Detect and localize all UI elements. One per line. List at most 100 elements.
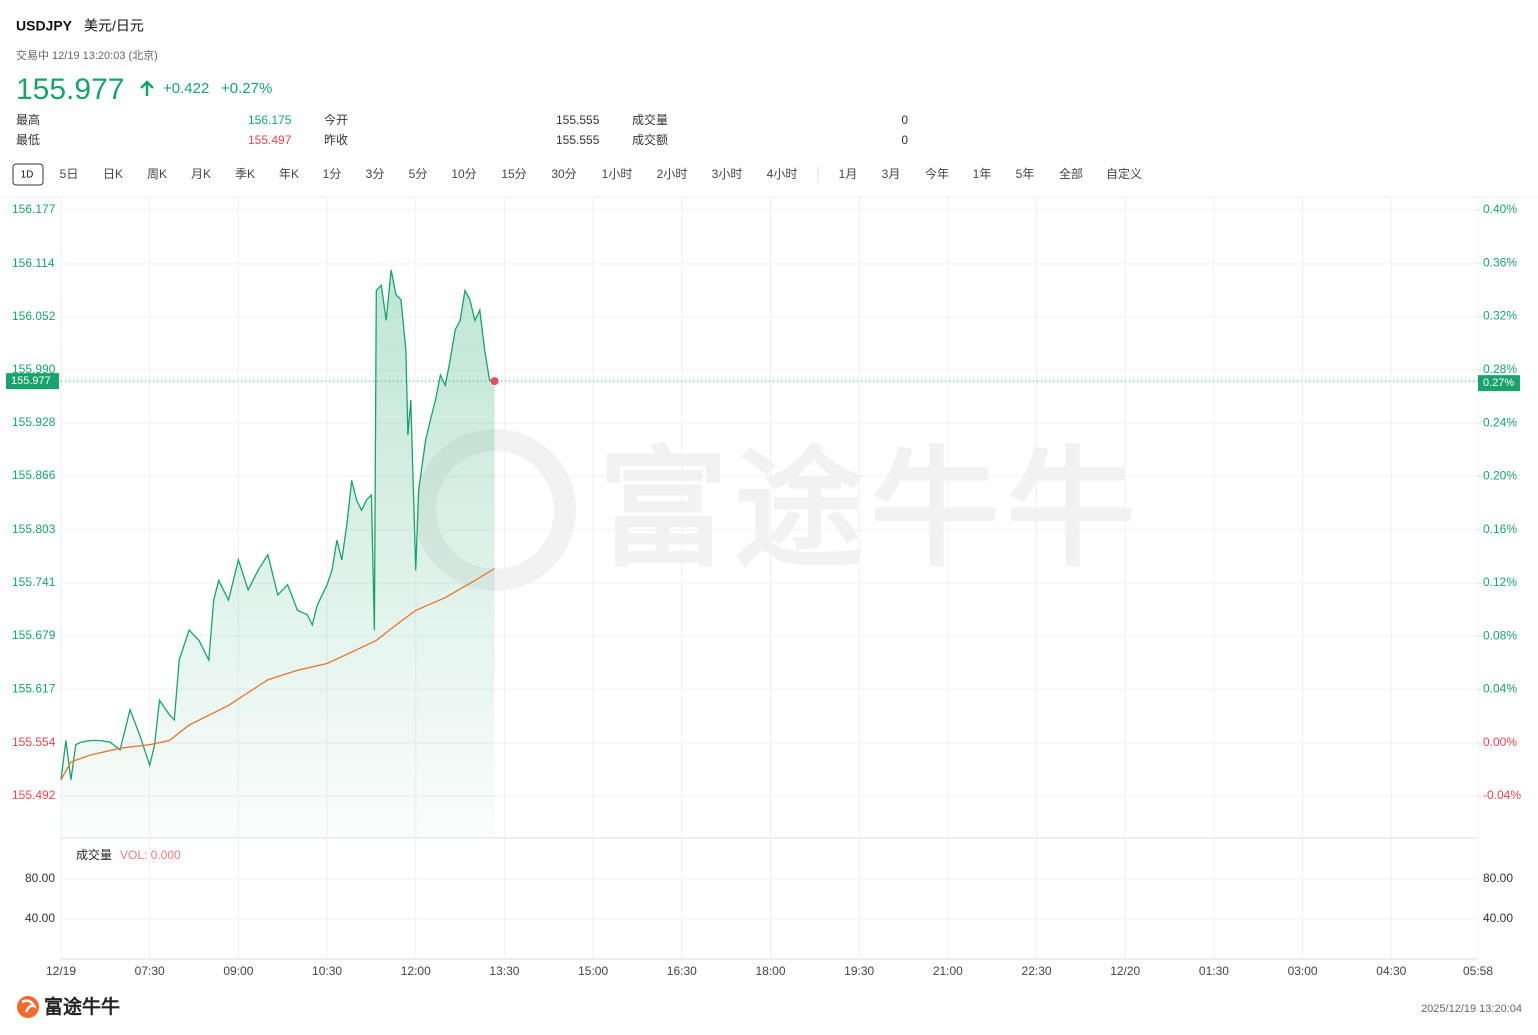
series-line [60, 567, 495, 781]
period-tab[interactable]: 3分 [366, 167, 385, 181]
y-tick-label: 155.492 [12, 788, 56, 802]
x-tick-label: 09:00 [223, 964, 253, 978]
stat-value: 155.555 [556, 133, 600, 147]
up-arrow [140, 80, 154, 96]
current-pct-label: 0.27% [1483, 377, 1514, 389]
period-tab[interactable]: 5日 [60, 167, 79, 181]
y-tick-label: 155.866 [12, 468, 56, 482]
price-area [61, 269, 495, 838]
x-tick-label: 07:30 [135, 964, 165, 978]
change-pct: +0.27% [221, 80, 272, 97]
volume-tick-label: 80.00 [25, 871, 55, 885]
current-dot [490, 377, 499, 386]
y-tick-label: 156.177 [12, 202, 56, 216]
footer-logo: 富途牛牛 [44, 995, 120, 1018]
period-tab[interactable]: 年K [279, 167, 299, 181]
y2-tick-label: 0.20% [1483, 469, 1517, 483]
period-tab[interactable]: 4小时 [767, 167, 798, 181]
y2-tick-label: 0.08% [1483, 628, 1517, 642]
volume-label: VOL: 0.000 [120, 848, 181, 862]
watermark: 富途牛牛 [598, 436, 1142, 582]
y2-tick-label: 0.32% [1483, 309, 1517, 323]
footer-timestamp: 2025/12/19 13:20:04 [1421, 1003, 1522, 1015]
y-tick-label: 156.052 [12, 309, 56, 323]
volume-tick-label: 40.00 [25, 911, 55, 925]
x-tick-label: 10:30 [312, 964, 342, 978]
x-tick-label: 16:30 [667, 964, 697, 978]
y2-tick-label: 0.00% [1483, 735, 1517, 749]
y2-tick-label: 0.12% [1483, 575, 1517, 589]
price: 155.977 [16, 73, 124, 106]
x-tick-label: 18:00 [755, 964, 785, 978]
period-tab[interactable]: 1D [21, 170, 34, 181]
period-tab[interactable]: 周K [147, 167, 167, 181]
x-tick-label: 01:30 [1199, 964, 1229, 978]
x-tick-label: 15:00 [578, 964, 608, 978]
y2-tick-label: -0.04% [1483, 788, 1521, 802]
x-tick-label: 12/19 [46, 964, 76, 978]
y2-tick-label: 0.40% [1483, 202, 1517, 216]
stat-value: 0 [901, 113, 908, 127]
period-tab[interactable]: 1分 [323, 167, 342, 181]
period-tab[interactable]: 10分 [451, 167, 476, 181]
stat-label: 成交额 [632, 132, 668, 147]
x-tick-label: 19:30 [844, 964, 874, 978]
period-tab[interactable]: 5年 [1016, 167, 1035, 181]
stat-value: 155.497 [248, 133, 292, 147]
y-tick-label: 155.554 [12, 735, 56, 749]
x-tick-label: 05:58 [1463, 964, 1493, 978]
current-pct-tag [1478, 375, 1520, 392]
y-tick-label: 155.617 [12, 681, 56, 695]
y-tick-label: 155.928 [12, 415, 56, 429]
x-tick-label: 12:00 [401, 964, 431, 978]
volume-tick-label-right: 80.00 [1483, 871, 1513, 885]
stat-label: 最高 [16, 112, 40, 127]
x-tick-label: 12/20 [1110, 964, 1140, 978]
symbol-name: 美元/日元 [84, 18, 144, 34]
current-price-tag [6, 373, 59, 390]
y-tick-label: 155.990 [12, 362, 56, 376]
period-tab[interactable]: 日K [103, 167, 123, 181]
stat-label: 昨收 [324, 133, 348, 147]
x-tick-label: 21:00 [933, 964, 963, 978]
period-tab[interactable]: 3月 [882, 167, 901, 181]
period-tab[interactable]: 3小时 [712, 167, 743, 181]
x-tick-label: 03:00 [1288, 964, 1318, 978]
change: +0.422 [163, 80, 209, 97]
y-tick-label: 155.679 [12, 628, 56, 642]
volume-title: 成交量 [76, 847, 112, 862]
period-tab[interactable]: 1小时 [602, 167, 633, 181]
period-tab[interactable]: 季K [235, 167, 255, 181]
x-tick-label: 22:30 [1022, 964, 1052, 978]
period-tab[interactable]: 30分 [551, 167, 576, 181]
status: 交易中 12/19 13:20:03 (北京) [16, 48, 158, 62]
y2-tick-label: 0.04% [1483, 682, 1517, 696]
y-tick-label: 155.741 [12, 575, 56, 589]
period-tab[interactable]: 15分 [501, 167, 526, 181]
x-tick-label: 04:30 [1376, 964, 1406, 978]
stat-value: 0 [901, 133, 908, 147]
y2-tick-label: 0.36% [1483, 255, 1517, 269]
period-tab[interactable]: 月K [191, 167, 211, 181]
period-tab[interactable]: 自定义 [1106, 166, 1142, 181]
x-tick-label: 13:30 [489, 964, 519, 978]
series-line [60, 269, 495, 780]
period-tab[interactable]: 1年 [973, 167, 992, 181]
period-tab[interactable]: 2小时 [657, 167, 688, 181]
symbol: USDJPY [16, 18, 73, 34]
stat-label: 今开 [324, 112, 348, 127]
y-tick-label: 155.803 [12, 522, 56, 536]
period-tab[interactable]: 全部 [1059, 166, 1083, 181]
period-tab[interactable]: 5分 [409, 167, 428, 181]
tab-selected-box [12, 163, 44, 186]
stat-label: 最低 [16, 133, 40, 147]
period-tab[interactable]: 今年 [925, 166, 949, 181]
current-price-label: 155.977 [11, 375, 51, 387]
volume-tick-label-right: 40.00 [1483, 911, 1513, 925]
y-tick-label: 156.114 [12, 256, 55, 270]
y2-tick-label: 0.28% [1483, 362, 1517, 376]
stat-label: 成交量 [632, 112, 668, 127]
stat-value: 156.175 [248, 113, 292, 127]
period-tab[interactable]: 1月 [839, 167, 858, 181]
